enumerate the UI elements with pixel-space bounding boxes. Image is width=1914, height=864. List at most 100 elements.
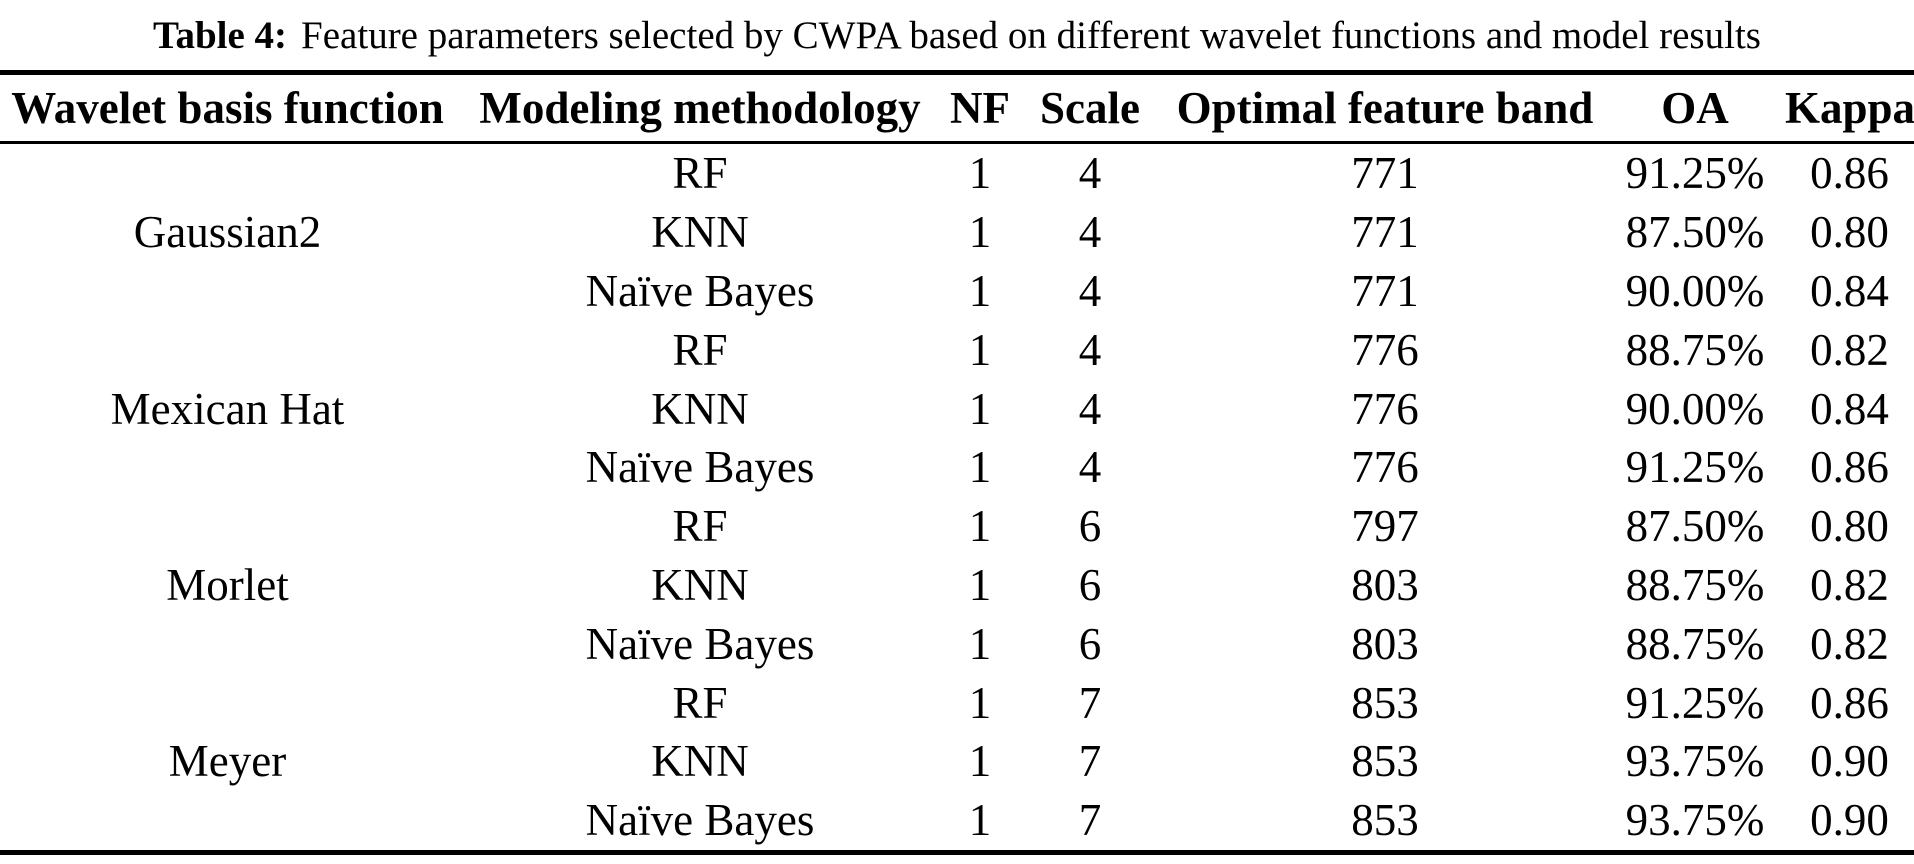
wavelet-name: Meyer — [168, 736, 287, 787]
oa-cell: 90.00% — [1625, 265, 1765, 316]
band-cell: 853 — [1351, 736, 1419, 787]
nf-cell: 1 — [968, 148, 992, 199]
method-cell: RF — [672, 148, 728, 199]
table-row: KNN 1 4 771 87.50% 0.80 — [0, 203, 1914, 262]
band-cell: 776 — [1351, 324, 1419, 375]
scale-cell: 4 — [1078, 442, 1102, 493]
kappa-cell: 0.86 — [1810, 148, 1889, 199]
col-header-wavelet: Wavelet basis function — [0, 72, 455, 144]
method-cell: RF — [672, 501, 728, 552]
nf-cell: 1 — [968, 736, 992, 787]
table-row: KNN 1 6 803 88.75% 0.82 — [0, 556, 1914, 615]
band-cell: 776 — [1351, 442, 1419, 493]
band-cell: 803 — [1351, 618, 1419, 669]
kappa-cell: 0.86 — [1810, 677, 1889, 728]
method-cell: Naïve Bayes — [585, 618, 815, 669]
method-cell: RF — [672, 324, 728, 375]
nf-cell: 1 — [968, 677, 992, 728]
table-row: Naïve Bayes 1 4 771 90.00% 0.84 — [0, 262, 1914, 321]
wavelet-name: Gaussian2 — [133, 207, 322, 258]
kappa-cell: 0.86 — [1810, 442, 1889, 493]
nf-cell: 1 — [968, 207, 992, 258]
nf-cell: 1 — [968, 442, 992, 493]
method-cell: Naïve Bayes — [585, 795, 815, 846]
method-cell: KNN — [651, 559, 749, 610]
col-header-oa: OA — [1605, 72, 1785, 144]
oa-cell: 91.25% — [1625, 442, 1765, 493]
oa-cell: 91.25% — [1625, 677, 1765, 728]
table-row: Mexican Hat RF 1 4 776 88.75% 0.82 — [0, 320, 1914, 434]
table-row: KNN 1 4 776 90.00% 0.84 — [0, 379, 1914, 438]
kappa-cell: 0.90 — [1810, 795, 1889, 846]
kappa-cell: 0.90 — [1810, 736, 1889, 787]
scale-cell: 4 — [1078, 148, 1102, 199]
results-table: Wavelet basis function Modeling methodol… — [0, 70, 1914, 855]
table-row: Naïve Bayes 1 6 803 88.75% 0.82 — [0, 614, 1914, 673]
band-cell: 797 — [1351, 501, 1419, 552]
wavelet-name: Mexican Hat — [110, 383, 345, 434]
col-header-band: Optimal feature band — [1165, 72, 1605, 144]
scale-cell: 4 — [1078, 265, 1102, 316]
scale-cell: 6 — [1078, 618, 1102, 669]
method-cell: Naïve Bayes — [585, 265, 815, 316]
method-cell: KNN — [651, 383, 749, 434]
method-cell: KNN — [651, 736, 749, 787]
band-cell: 853 — [1351, 795, 1419, 846]
table-row: Meyer RF 1 7 853 91.25% 0.86 — [0, 673, 1914, 787]
nf-cell: 1 — [968, 559, 992, 610]
table-caption: Table 4: Feature parameters selected by … — [0, 0, 1914, 70]
band-cell: 803 — [1351, 559, 1419, 610]
oa-cell: 90.00% — [1625, 383, 1765, 434]
col-header-nf: NF — [945, 72, 1015, 144]
nf-cell: 1 — [968, 618, 992, 669]
scale-cell: 7 — [1078, 677, 1102, 728]
table-row: Morlet RF 1 6 797 87.50% 0.80 — [0, 497, 1914, 610]
kappa-cell: 0.80 — [1810, 501, 1889, 552]
kappa-cell: 0.82 — [1810, 559, 1889, 610]
scale-cell: 4 — [1078, 207, 1102, 258]
table-row: Naïve Bayes 1 7 853 93.75% 0.90 — [0, 791, 1914, 852]
nf-cell: 1 — [968, 265, 992, 316]
table-row: Naïve Bayes 1 4 776 91.25% 0.86 — [0, 438, 1914, 497]
col-header-methodology: Modeling methodology — [455, 72, 945, 144]
scale-cell: 6 — [1078, 559, 1102, 610]
band-cell: 853 — [1351, 677, 1419, 728]
band-cell: 771 — [1351, 148, 1419, 199]
table-caption-label: Table 4: — [153, 13, 288, 57]
nf-cell: 1 — [968, 501, 992, 552]
band-cell: 776 — [1351, 383, 1419, 434]
scale-cell: 7 — [1078, 736, 1102, 787]
oa-cell: 93.75% — [1625, 736, 1765, 787]
oa-cell: 91.25% — [1625, 148, 1765, 199]
table-header-row: Wavelet basis function Modeling methodol… — [0, 72, 1914, 144]
nf-cell: 1 — [968, 324, 992, 375]
nf-cell: 1 — [968, 795, 992, 846]
band-cell: 771 — [1351, 207, 1419, 258]
col-header-kappa: Kappa — [1785, 72, 1914, 144]
nf-cell: 1 — [968, 383, 992, 434]
oa-cell: 88.75% — [1625, 324, 1765, 375]
oa-cell: 87.50% — [1625, 207, 1765, 258]
method-cell: RF — [672, 677, 728, 728]
table-row: Gaussian2 RF 1 4 771 91.25% 0.86 — [0, 143, 1914, 257]
wavelet-name: Morlet — [166, 559, 289, 610]
scale-cell: 7 — [1078, 795, 1102, 846]
band-cell: 771 — [1351, 265, 1419, 316]
kappa-cell: 0.82 — [1810, 324, 1889, 375]
oa-cell: 88.75% — [1625, 559, 1765, 610]
scale-cell: 6 — [1078, 501, 1102, 552]
col-header-scale: Scale — [1015, 72, 1165, 144]
kappa-cell: 0.80 — [1810, 207, 1889, 258]
table-row: KNN 1 7 853 93.75% 0.90 — [0, 732, 1914, 791]
oa-cell: 93.75% — [1625, 795, 1765, 846]
kappa-cell: 0.82 — [1810, 618, 1889, 669]
kappa-cell: 0.84 — [1810, 265, 1889, 316]
method-cell: Naïve Bayes — [585, 442, 815, 493]
oa-cell: 87.50% — [1625, 501, 1765, 552]
kappa-cell: 0.84 — [1810, 383, 1889, 434]
oa-cell: 88.75% — [1625, 618, 1765, 669]
table-caption-text: Feature parameters selected by CWPA base… — [301, 13, 1761, 57]
method-cell: KNN — [651, 207, 749, 258]
scale-cell: 4 — [1078, 383, 1102, 434]
